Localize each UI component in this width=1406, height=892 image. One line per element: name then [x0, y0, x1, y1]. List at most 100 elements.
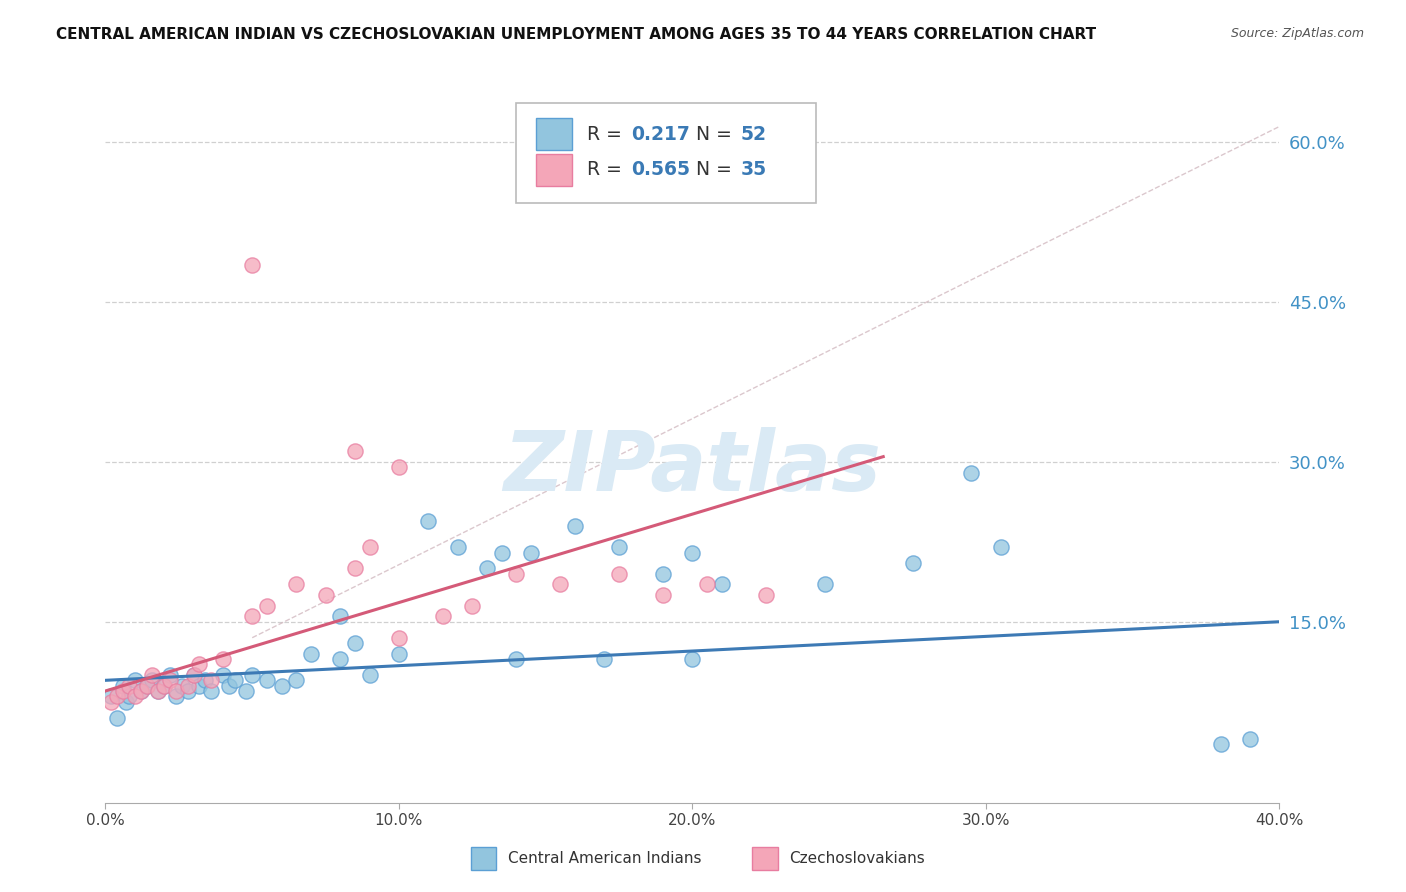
Point	[240, 609, 263, 624]
Point	[607, 540, 630, 554]
Point	[129, 684, 152, 698]
Point	[299, 647, 322, 661]
Point	[505, 566, 527, 581]
Point	[901, 556, 924, 570]
Point	[183, 668, 205, 682]
Point	[505, 652, 527, 666]
Text: 0.565: 0.565	[631, 161, 690, 179]
Point	[183, 668, 205, 682]
Text: R =: R =	[586, 161, 627, 179]
Point	[343, 636, 366, 650]
Text: CENTRAL AMERICAN INDIAN VS CZECHOSLOVAKIAN UNEMPLOYMENT AMONG AGES 35 TO 44 YEAR: CENTRAL AMERICAN INDIAN VS CZECHOSLOVAKI…	[56, 27, 1097, 42]
FancyBboxPatch shape	[516, 103, 815, 203]
Point	[153, 679, 176, 693]
Point	[710, 577, 733, 591]
Point	[813, 577, 835, 591]
Point	[100, 690, 122, 704]
Point	[564, 519, 586, 533]
Point	[755, 588, 778, 602]
Point	[188, 657, 211, 672]
Text: Source: ZipAtlas.com: Source: ZipAtlas.com	[1230, 27, 1364, 40]
Text: Czechoslovakians: Czechoslovakians	[789, 851, 925, 866]
Point	[141, 668, 163, 682]
Point	[124, 673, 146, 688]
Text: ZIPatlas: ZIPatlas	[503, 427, 882, 508]
Point	[593, 652, 616, 666]
Point	[432, 609, 454, 624]
Point	[329, 652, 352, 666]
Point	[135, 679, 157, 693]
Point	[343, 444, 366, 458]
Point	[105, 710, 128, 724]
Point	[112, 684, 135, 698]
Point	[153, 679, 176, 693]
Point	[475, 561, 498, 575]
Point	[170, 679, 193, 693]
Point	[176, 684, 198, 698]
Point	[682, 545, 704, 559]
Point	[240, 258, 263, 272]
Text: Central American Indians: Central American Indians	[508, 851, 702, 866]
Point	[224, 673, 246, 688]
Bar	[536, 153, 571, 186]
Point	[100, 695, 122, 709]
Point	[211, 668, 233, 682]
Point	[211, 652, 233, 666]
Bar	[536, 118, 571, 150]
Point	[285, 577, 308, 591]
Point	[165, 684, 187, 698]
Point	[148, 684, 170, 698]
Point	[315, 588, 337, 602]
Point	[194, 673, 217, 688]
Text: R =: R =	[586, 125, 627, 144]
Point	[652, 566, 675, 581]
Point	[461, 599, 484, 613]
Point	[105, 690, 128, 704]
Point	[159, 673, 181, 688]
Point	[218, 679, 240, 693]
Point	[118, 679, 141, 693]
Point	[118, 690, 141, 704]
Point	[165, 690, 187, 704]
Point	[115, 695, 138, 709]
Point	[682, 652, 704, 666]
Point	[188, 679, 211, 693]
Text: N =: N =	[696, 125, 738, 144]
Point	[652, 588, 675, 602]
Point	[607, 566, 630, 581]
Point	[129, 684, 152, 698]
Point	[200, 684, 222, 698]
Point	[1209, 737, 1232, 751]
Point	[696, 577, 718, 591]
Text: 0.217: 0.217	[631, 125, 690, 144]
Point	[960, 466, 983, 480]
Text: N =: N =	[696, 161, 738, 179]
Point	[135, 679, 157, 693]
Point	[148, 684, 170, 698]
Point	[200, 673, 222, 688]
Text: 35: 35	[741, 161, 766, 179]
Point	[329, 609, 352, 624]
Point	[141, 673, 163, 688]
Point	[418, 514, 440, 528]
Point	[359, 540, 381, 554]
Point	[990, 540, 1012, 554]
Point	[235, 684, 257, 698]
Point	[285, 673, 308, 688]
Point	[343, 561, 366, 575]
Point	[388, 631, 411, 645]
Point	[159, 668, 181, 682]
Text: 52: 52	[741, 125, 766, 144]
Point	[270, 679, 292, 693]
Point	[359, 668, 381, 682]
Point	[112, 679, 135, 693]
Point	[388, 460, 411, 475]
Point	[256, 673, 278, 688]
Point	[520, 545, 543, 559]
Point	[550, 577, 572, 591]
Point	[491, 545, 513, 559]
Point	[1239, 731, 1261, 746]
Point	[176, 679, 198, 693]
Point	[240, 668, 263, 682]
Point	[388, 647, 411, 661]
